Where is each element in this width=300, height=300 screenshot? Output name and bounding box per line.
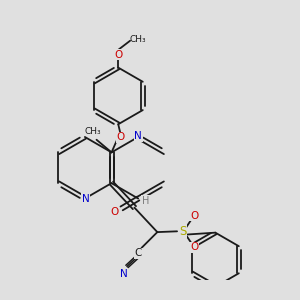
Text: O: O <box>110 207 118 217</box>
Text: CH₃: CH₃ <box>84 127 101 136</box>
Text: O: O <box>190 242 198 252</box>
Text: H: H <box>142 196 149 206</box>
Text: CH₃: CH₃ <box>130 35 146 44</box>
Text: S: S <box>179 225 187 238</box>
Text: O: O <box>190 211 198 220</box>
Text: O: O <box>116 132 124 142</box>
Text: N: N <box>120 268 127 279</box>
Text: O: O <box>114 50 122 60</box>
Text: N: N <box>134 131 142 141</box>
Text: C: C <box>135 248 142 258</box>
Text: N: N <box>82 194 89 204</box>
